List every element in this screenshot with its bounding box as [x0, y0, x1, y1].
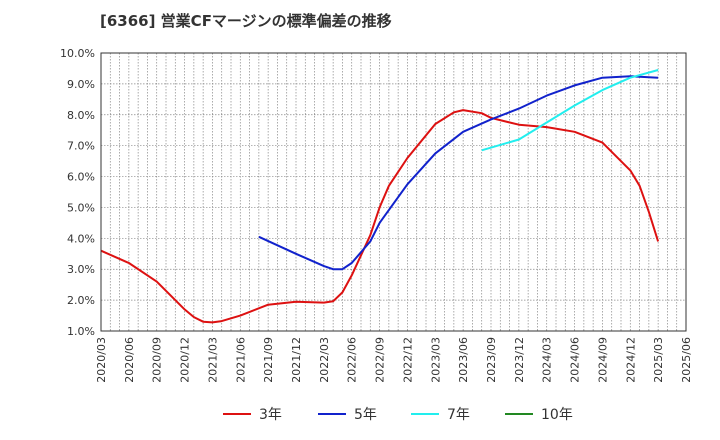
- plot-border: [100, 52, 687, 332]
- x-tick-label: 2020/12: [179, 337, 192, 383]
- x-tick-label: 2023/06: [457, 337, 470, 383]
- x-tick-label: 2022/09: [374, 337, 387, 383]
- series-line-0: [100, 109, 660, 324]
- series-line-2: [481, 69, 659, 152]
- legend-label-3: 10年: [541, 407, 573, 423]
- series-lines: [100, 69, 660, 324]
- y-tick-label: 5.0%: [67, 201, 95, 214]
- y-tick-label: 3.0%: [67, 263, 95, 276]
- y-tick-label: 2.0%: [67, 294, 95, 307]
- x-tick-label: 2023/03: [429, 337, 442, 383]
- y-tick-label: 10.0%: [60, 47, 95, 60]
- series-line-1: [258, 75, 659, 271]
- x-axis-ticks: 2020/03 2020/06 2020/09 2020/12 2021/03 2021/…: [95, 337, 693, 383]
- x-tick-label: 2025/03: [652, 337, 665, 383]
- y-tick-label: 4.0%: [67, 232, 95, 245]
- y-tick-label: 7.0%: [67, 140, 95, 153]
- y-tick-label: 6.0%: [67, 171, 95, 184]
- chart-title: [6366] 営業CFマージンの標準偏差の推移: [100, 12, 392, 30]
- legend: 3年 5年 7年 10年: [223, 407, 573, 423]
- x-tick-label: 2021/06: [234, 337, 247, 383]
- x-tick-label: 2022/03: [318, 337, 331, 383]
- x-tick-label: 2021/09: [262, 337, 275, 383]
- x-tick-label: 2020/06: [123, 337, 136, 383]
- y-axis-ticks: 1.0% 2.0% 3.0% 4.0% 5.0% 6.0% 7.0% 8.0% 9.0% 10.0…: [60, 47, 95, 338]
- legend-label-1: 5年: [354, 407, 377, 423]
- x-tick-label: 2022/06: [346, 337, 359, 383]
- legend-label-2: 7年: [447, 407, 470, 423]
- x-tick-label: 2023/12: [513, 337, 526, 383]
- x-tick-label: 2020/09: [151, 337, 164, 383]
- x-tick-label: 2023/09: [485, 337, 498, 383]
- x-tick-label: 2024/12: [624, 337, 637, 383]
- x-tick-label: 2024/09: [596, 337, 609, 383]
- x-tick-label: 2025/06: [680, 337, 693, 383]
- y-tick-label: 8.0%: [67, 109, 95, 122]
- x-tick-label: 2024/06: [569, 337, 582, 383]
- grid: [101, 53, 686, 331]
- y-tick-label: 9.0%: [67, 78, 95, 91]
- x-tick-label: 2022/12: [401, 337, 414, 383]
- x-tick-label: 2021/12: [290, 337, 303, 383]
- plot-background: [101, 53, 686, 331]
- legend-label-0: 3年: [259, 407, 282, 423]
- x-tick-label: 2024/03: [541, 337, 554, 383]
- y-tick-label: 1.0%: [67, 325, 95, 338]
- x-tick-label: 2020/03: [95, 337, 108, 383]
- x-tick-label: 2021/03: [206, 337, 219, 383]
